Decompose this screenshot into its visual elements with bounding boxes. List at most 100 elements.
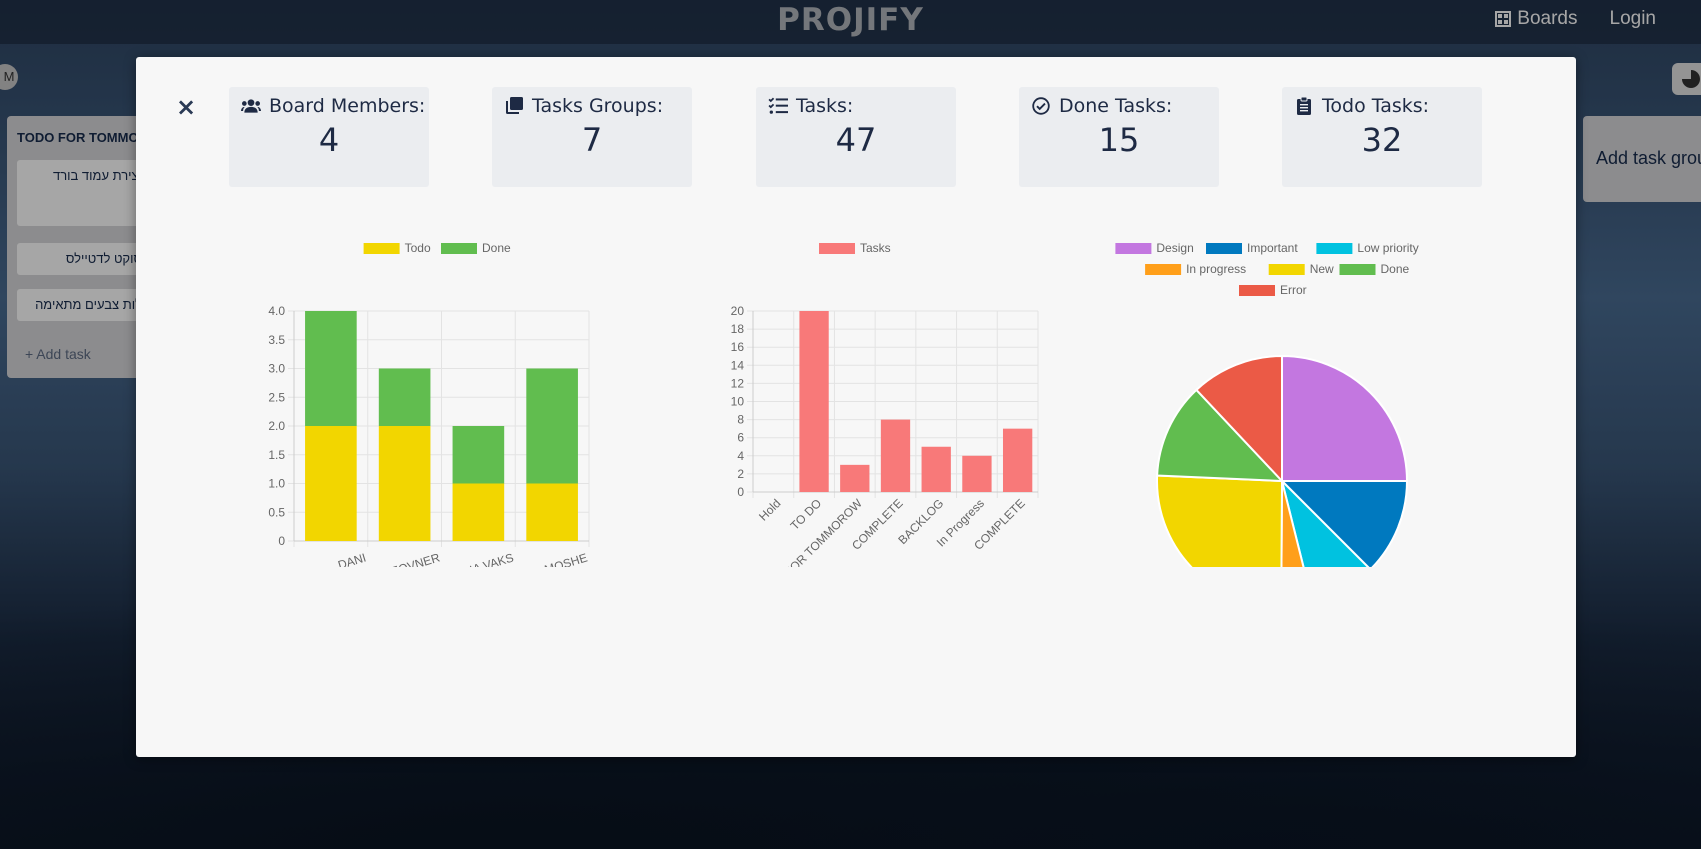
bar-done [526, 368, 578, 484]
app-header: PROJIFY Boards Login [0, 0, 1701, 44]
stat-label: Tasks: [796, 95, 854, 117]
stat-value: 15 [1098, 121, 1140, 159]
bar-tasks [799, 311, 829, 492]
legend-label: Design [1156, 241, 1193, 255]
y-tick-label: 3.5 [268, 333, 285, 347]
dashboard-toggle-button[interactable] [1672, 63, 1701, 95]
member-avatar[interactable]: M [0, 64, 18, 90]
stat-done-tasks: Done Tasks: 15 [1019, 87, 1219, 187]
y-tick-label: 3.0 [268, 362, 285, 376]
clipboard-icon [1297, 97, 1311, 115]
bar-tasks [840, 464, 870, 492]
legend-label: Done [1381, 262, 1410, 276]
stat-label: Tasks Groups: [532, 95, 664, 117]
legend-swatch [819, 243, 855, 254]
y-tick-label: 10 [731, 395, 745, 409]
top-nav: Boards Login [1495, 8, 1656, 30]
stat-value: 4 [318, 121, 340, 159]
pie-slice-design [1281, 354, 1409, 482]
y-tick-label: 2 [737, 467, 744, 481]
pie-slice-error [1195, 354, 1283, 484]
y-tick-label: 1.0 [268, 477, 285, 491]
bar-todo [452, 483, 505, 541]
legend-swatch [1206, 243, 1242, 254]
members-tasks-chart: TodoDone4.03.53.02.52.01.51.00.50DANIYAK… [268, 241, 590, 567]
boards-link[interactable]: Boards [1495, 8, 1578, 30]
legend-label: Low priority [1357, 241, 1418, 255]
pie-slice-new [1156, 474, 1284, 567]
app-logo[interactable]: PROJIFY [777, 2, 924, 38]
users-icon [241, 99, 261, 113]
bar-todo [526, 483, 578, 541]
legend-label: In progress [1186, 262, 1246, 276]
pie-slice-low-priority [1280, 477, 1370, 567]
legend-label: Done [482, 241, 511, 255]
close-button[interactable]: × [176, 93, 197, 121]
task-card[interactable]: סוקט לדטיילס [17, 243, 152, 275]
stat-label: Board Members: [269, 95, 426, 117]
y-tick-label: 20 [731, 304, 745, 318]
login-link[interactable]: Login [1610, 8, 1657, 30]
legend-swatch [363, 243, 400, 254]
x-tick-label: ASIA VAKS [453, 550, 516, 567]
legend-swatch [1339, 264, 1376, 275]
legend-label: Important [1247, 241, 1298, 255]
clone-icon [506, 97, 523, 114]
stat-todo-tasks: Todo Tasks: 32 [1282, 87, 1482, 187]
bar-done [378, 368, 431, 426]
task-group[interactable]: TODO FOR TOMMC יצירת עמוד בורד סוקט לדטי… [7, 116, 152, 378]
y-tick-label: 2.0 [268, 419, 285, 433]
stat-label: Done Tasks: [1059, 95, 1173, 117]
stat-value: 47 [835, 121, 877, 159]
y-tick-label: 6 [737, 431, 744, 445]
grid-icon [1495, 11, 1512, 27]
x-tick-label: YAEL MOSHE [512, 550, 589, 567]
bar-tasks [880, 419, 911, 492]
y-tick-label: 0.5 [268, 505, 285, 519]
y-tick-label: 4 [737, 449, 744, 463]
legend-swatch [1115, 243, 1152, 254]
bar-done [305, 311, 357, 426]
add-task-group-label: Add task group [1596, 148, 1701, 168]
legend-label: New [1310, 262, 1334, 276]
bar-tasks [962, 455, 992, 492]
pie-slice-in-progress [1280, 480, 1305, 567]
bar-tasks [921, 446, 951, 492]
y-tick-label: 18 [731, 322, 745, 336]
stat-tasks: Tasks: 47 [756, 87, 956, 187]
legend-swatch [1239, 285, 1275, 296]
y-tick-label: 1.5 [268, 448, 285, 462]
legend-swatch [441, 243, 477, 254]
labels-pie-chart: Design Important Low priority In progress Ne… [1115, 241, 1419, 567]
pie-slice-done [1156, 388, 1285, 483]
check-circle-icon [1032, 97, 1050, 115]
legend-label: Tasks [860, 241, 891, 255]
add-task-group-button[interactable]: Add task group [1583, 116, 1701, 202]
x-tick-label: DANI [336, 550, 368, 567]
legend-swatch [1316, 243, 1353, 254]
dashboard-modal: × Board Members: 4 Tasks Groups: 7 [136, 57, 1576, 757]
y-tick-label: 0 [737, 485, 744, 499]
y-tick-label: 8 [737, 413, 744, 427]
bar-todo [378, 426, 431, 541]
tasks-icon [768, 97, 788, 114]
bar-tasks [1002, 428, 1033, 492]
bar-todo [305, 426, 357, 541]
legend-label: Error [1280, 283, 1307, 297]
login-link-label: Login [1609, 8, 1657, 29]
add-task-button[interactable]: + Add task [25, 346, 91, 362]
y-tick-label: 14 [731, 358, 745, 372]
task-card[interactable]: לות צבעים מתאימה [17, 289, 152, 321]
stat-board-members: Board Members: 4 [229, 87, 429, 187]
task-group-title[interactable]: TODO FOR TOMMC [17, 130, 138, 145]
pie-slice-important [1279, 480, 1409, 567]
stat-value: 32 [1361, 121, 1403, 159]
y-tick-label: 4.0 [268, 304, 285, 318]
y-tick-label: 16 [731, 340, 745, 354]
legend-swatch [1268, 264, 1305, 275]
bar-done [452, 426, 505, 484]
y-tick-label: 12 [731, 376, 745, 390]
task-card[interactable]: יצירת עמוד בורד [17, 160, 152, 226]
stat-label: Todo Tasks: [1322, 95, 1430, 117]
